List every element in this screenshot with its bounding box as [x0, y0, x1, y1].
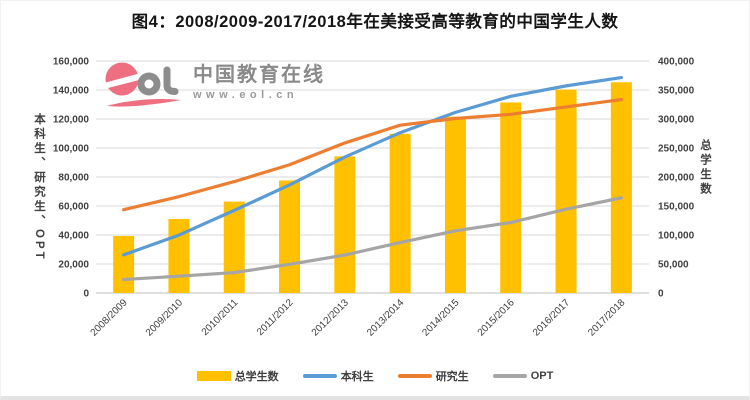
legend-label: 总学生数 [234, 371, 279, 383]
bar-总学生数 [279, 180, 301, 293]
right-axis-tick: 100,000 [658, 231, 695, 242]
right-axis-tick: 400,000 [658, 57, 695, 68]
left-axis-tick: 100,000 [53, 144, 90, 155]
left-axis-title: 本科生、研究生、OPT [33, 113, 45, 262]
x-axis-tick: 2017/2018 [586, 297, 628, 339]
legend-item-本科生: 本科生 [302, 368, 374, 384]
legend-swatch-icon [397, 374, 432, 378]
right-axis-tick: 350,000 [658, 86, 695, 97]
bar-总学生数 [555, 89, 577, 293]
legend-swatch-icon [302, 374, 337, 378]
legend-item-研究生: 研究生 [397, 368, 469, 384]
bar-总学生数 [113, 236, 135, 293]
left-axis-tick: 120,000 [53, 115, 90, 126]
x-axis-tick: 2016/2017 [531, 297, 573, 339]
right-axis-tick: 300,000 [658, 115, 695, 126]
legend-item-OPT: OPT [492, 370, 554, 382]
left-axis-tick: 140,000 [53, 86, 90, 97]
x-axis-tick: 2015/2016 [476, 297, 518, 339]
legend-label: OPT [530, 370, 554, 382]
left-axis-tick: 40,000 [58, 231, 89, 242]
x-axis-tick: 2012/2013 [310, 297, 352, 339]
legend: 总学生数 本科生 研究生 OPT [1, 368, 749, 384]
chart-title: 图4：2008/2009-2017/2018年在美接受高等教育的中国学生人数 [131, 13, 619, 31]
right-axis-tick: 150,000 [658, 202, 695, 213]
right-axis-tick: 0 [658, 289, 664, 300]
bar-总学生数 [500, 102, 522, 293]
line-OPT [122, 196, 623, 282]
x-axis-tick: 2013/2014 [365, 297, 407, 339]
left-axis-tick: 160,000 [53, 57, 90, 68]
right-axis-tick: 50,000 [658, 260, 689, 271]
x-axis-tick: 2014/2015 [420, 297, 462, 339]
legend-swatch-icon [492, 374, 527, 378]
line-研究生 [122, 97, 623, 212]
bar-总学生数 [389, 133, 411, 293]
left-axis-tick: 80,000 [58, 173, 89, 184]
line-本科生 [122, 75, 623, 257]
x-axis-tick: 2008/2009 [89, 297, 131, 339]
right-axis-tick: 250,000 [658, 144, 695, 155]
legend-item-总学生数: 总学生数 [196, 368, 279, 384]
bar-总学生数 [610, 82, 632, 293]
legend-label: 本科生 [340, 371, 374, 383]
legend-swatch-icon [196, 371, 231, 381]
x-axis-tick: 2010/2011 [200, 297, 241, 338]
left-axis-tick: 0 [83, 289, 89, 300]
right-axis-title: 总学生数 [699, 139, 711, 197]
right-axis-tick: 200,000 [658, 173, 695, 184]
left-axis-tick: 60,000 [58, 202, 89, 213]
legend-label: 研究生 [435, 371, 469, 383]
bar-总学生数 [334, 156, 356, 293]
x-axis-tick: 2011/2012 [255, 297, 296, 338]
x-axis-tick: 2009/2010 [144, 297, 186, 339]
left-axis-tick: 20,000 [58, 260, 89, 271]
bar-总学生数 [444, 116, 466, 293]
